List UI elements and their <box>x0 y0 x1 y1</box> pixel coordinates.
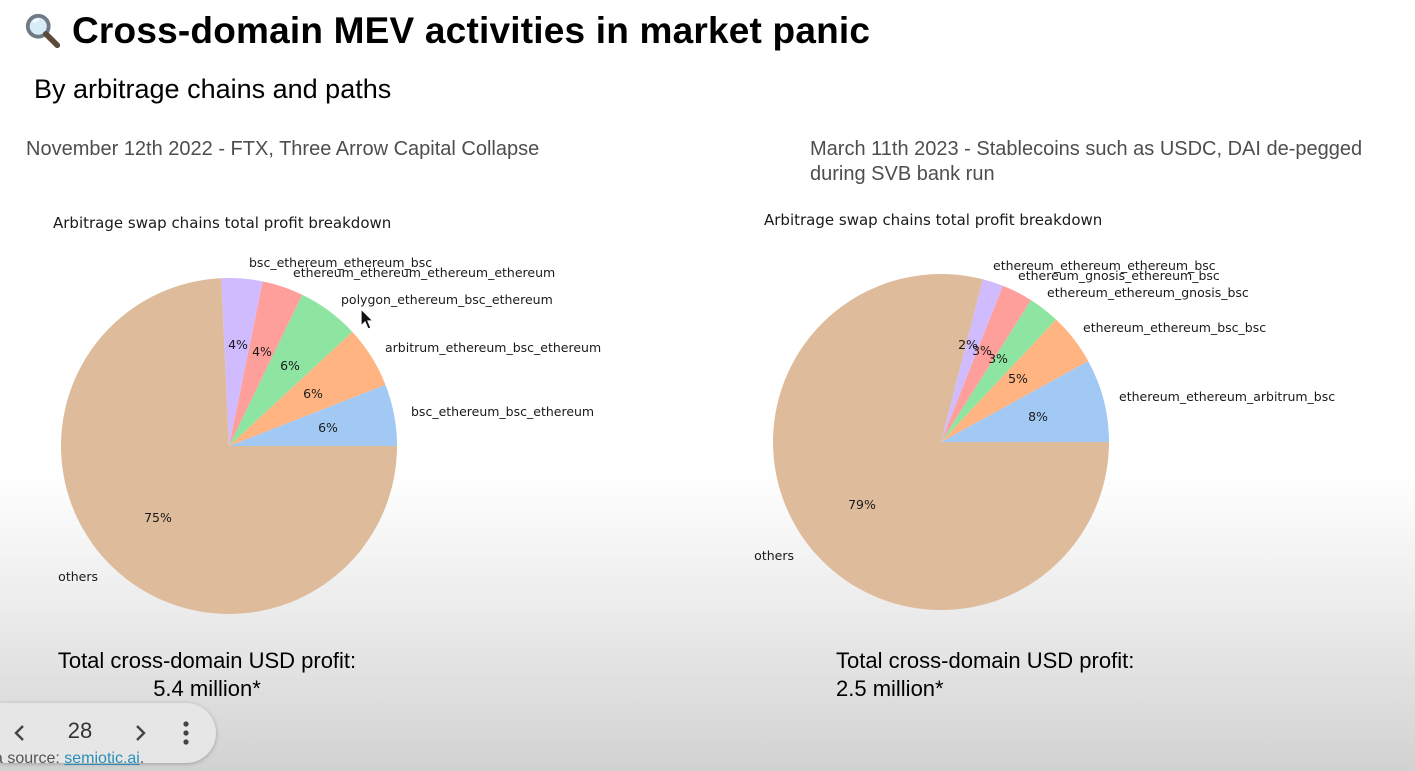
slide-title-row: Cross-domain MEV activities in market pa… <box>24 6 870 56</box>
right-profit-label: Total cross-domain USD profit: <box>836 648 1135 673</box>
right-event-caption: March 11th 2023 - Stablecoins such as US… <box>810 138 1363 185</box>
slice-percent-ethereum_ethereum_gnosis_bsc: 3% <box>988 351 1008 366</box>
next-slide-button[interactable] <box>120 713 160 753</box>
slice-label-bsc_ethereum_bsc_ethereum: bsc_ethereum_bsc_ethereum <box>411 404 594 419</box>
left-event-caption: November 12th 2022 - FTX, Three Arrow Ca… <box>26 138 540 160</box>
slice-label-arbitrum_ethereum_bsc_ethereum: arbitrum_ethereum_bsc_ethereum <box>385 340 601 355</box>
slide-navigation: 28 <box>0 703 216 763</box>
slice-label-others: others <box>58 569 98 584</box>
pie-slice-bsc_ethereum_ethereum_bsc <box>221 277 263 446</box>
pie-title: Arbitrage swap chains total profit break… <box>764 211 1102 229</box>
pie-slice-ethereum_ethereum_arbitrum_bsc <box>941 361 1109 442</box>
slice-label-ethereum_ethereum_ethereum_ethereum: ethereum_ethereum_ethereum_ethereum <box>293 265 555 280</box>
pie-title: Arbitrage swap chains total profit break… <box>53 214 391 232</box>
pie-slice-arbitrum_ethereum_bsc_ethereum <box>229 331 386 446</box>
source-prefix: a source: <box>0 750 65 767</box>
pie-slice-others <box>60 278 397 614</box>
source-link[interactable]: semiotic.ai <box>64 750 140 767</box>
pie-slice-polygon_ethereum_bsc_ethereum <box>229 294 353 446</box>
slice-percent-ethereum_ethereum_arbitrum_bsc: 8% <box>1028 409 1048 424</box>
slice-label-ethereum_gnosis_ethereum_bsc: ethereum_gnosis_ethereum_bsc <box>1018 268 1220 283</box>
right-profit-summary: Total cross-domain USD profit: 2.5 milli… <box>836 647 1134 703</box>
slice-percent-polygon_ethereum_bsc_ethereum: 6% <box>280 358 300 373</box>
slice-label-ethereum_ethereum_bsc_bsc: ethereum_ethereum_bsc_bsc <box>1083 320 1266 335</box>
slice-label-bsc_ethereum_ethereum_bsc: bsc_ethereum_ethereum_bsc <box>249 255 432 270</box>
chevron-left-icon <box>14 725 24 741</box>
pie-slice-bsc_ethereum_bsc_ethereum <box>229 384 397 446</box>
pie-slice-ethereum_ethereum_ethereum_ethereum <box>229 281 303 446</box>
slice-percent-others: 75% <box>144 510 172 525</box>
slice-percent-ethereum_gnosis_ethereum_bsc: 3% <box>972 343 992 358</box>
slice-label-others: others <box>754 548 794 563</box>
slice-percent-bsc_ethereum_ethereum_bsc: 4% <box>228 337 248 352</box>
slice-percent-ethereum_ethereum_ethereum_bsc: 2% <box>958 337 978 352</box>
slice-percent-arbitrum_ethereum_bsc_ethereum: 6% <box>303 386 323 401</box>
pie-slice-others <box>773 274 1109 611</box>
mouse-cursor-icon <box>360 308 375 330</box>
pie-slice-ethereum_ethereum_ethereum_bsc <box>941 279 1003 442</box>
slice-label-ethereum_ethereum_ethereum_bsc: ethereum_ethereum_ethereum_bsc <box>993 258 1216 273</box>
chevron-right-icon <box>136 725 146 741</box>
previous-slide-button[interactable] <box>0 713 40 753</box>
right-pie-chart: Arbitrage swap chains total profit break… <box>754 211 1335 611</box>
left-profit-label: Total cross-domain USD profit: <box>57 648 357 673</box>
magnifier-icon <box>25 13 61 49</box>
pie-slice-ethereum_ethereum_gnosis_bsc <box>941 300 1056 442</box>
left-profit-value: 5.4 million* <box>153 676 261 701</box>
page-number[interactable]: 28 <box>67 718 93 743</box>
slide-title: Cross-domain MEV activities in market pa… <box>72 10 871 51</box>
left-profit-summary: Total cross-domain USD profit: 5.4 milli… <box>52 647 362 703</box>
slice-percent-others: 79% <box>848 497 876 512</box>
slice-percent-ethereum_ethereum_ethereum_ethereum: 4% <box>252 344 272 359</box>
more-vertical-icon <box>183 721 189 745</box>
slice-label-polygon_ethereum_bsc_ethereum: polygon_ethereum_bsc_ethereum <box>341 292 553 307</box>
source-suffix: . <box>139 750 145 767</box>
slice-label-ethereum_ethereum_arbitrum_bsc: ethereum_ethereum_arbitrum_bsc <box>1119 389 1335 404</box>
slice-percent-ethereum_ethereum_bsc_bsc: 5% <box>1008 371 1028 386</box>
pie-slice-ethereum_gnosis_ethereum_bsc <box>941 285 1032 442</box>
data-source-note: a source: semiotic.ai. <box>0 750 144 768</box>
left-pie-chart: Arbitrage swap chains total profit break… <box>53 214 601 614</box>
slice-percent-bsc_ethereum_bsc_ethereum: 6% <box>318 420 338 435</box>
slide-subtitle: By arbitrage chains and paths <box>34 74 392 104</box>
pie-slice-ethereum_ethereum_bsc_bsc <box>941 319 1089 442</box>
slice-label-ethereum_ethereum_gnosis_bsc: ethereum_ethereum_gnosis_bsc <box>1047 285 1249 300</box>
more-options-button[interactable] <box>166 713 206 753</box>
right-profit-value: 2.5 million* <box>836 676 944 701</box>
